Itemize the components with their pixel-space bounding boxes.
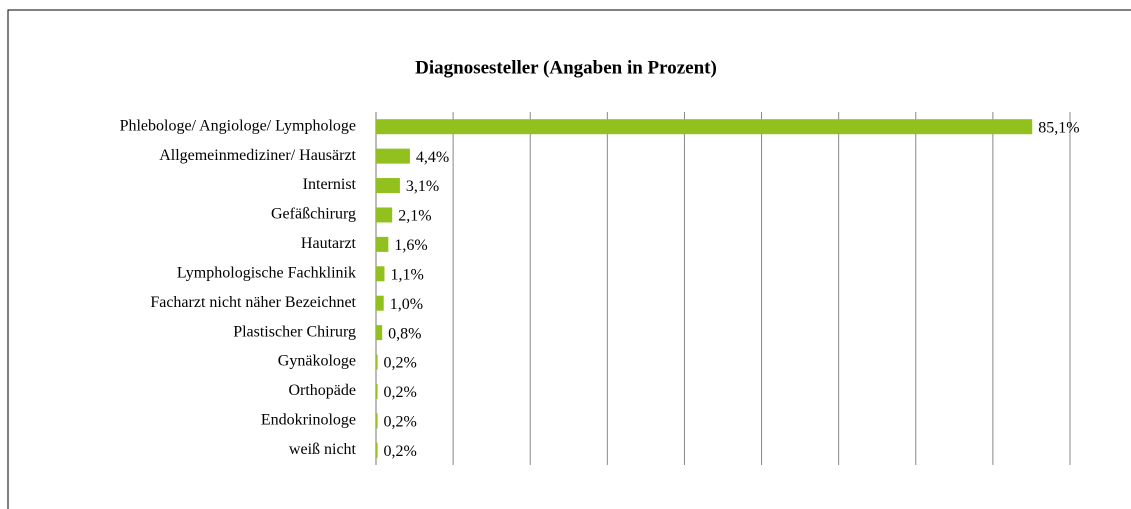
value-label: 0,2%: [384, 414, 417, 431]
bar: [376, 442, 378, 458]
value-label: 0,2%: [384, 384, 417, 401]
bar: [376, 354, 378, 370]
y-tick-label: Facharzt nicht näher Bezeichnet: [150, 294, 356, 311]
bar: [376, 266, 385, 282]
chart-title: Diagnosesteller (Angaben in Prozent): [415, 57, 717, 78]
value-label: 85,1%: [1038, 119, 1079, 136]
y-tick-label: weiß nicht: [289, 441, 357, 458]
y-tick-label: Gynäkologe: [278, 353, 356, 370]
value-label: 1,1%: [390, 266, 423, 283]
bar: [376, 413, 378, 429]
value-label: 0,2%: [384, 355, 417, 372]
y-tick-label: Lymphologische Fachklinik: [177, 264, 356, 281]
bar: [376, 148, 410, 164]
y-tick-label: Gefäßchirurg: [271, 206, 356, 223]
y-tick-label: Internist: [303, 176, 357, 193]
value-label: 2,1%: [398, 208, 431, 225]
y-tick-label: Hautarzt: [301, 235, 357, 252]
bar: [376, 325, 383, 341]
bar: [376, 383, 378, 399]
y-tick-label: Orthopäde: [288, 382, 356, 399]
bar: [376, 178, 400, 194]
bar: [376, 236, 389, 252]
value-label: 4,4%: [416, 149, 449, 166]
bar: [376, 119, 1033, 135]
bar: [376, 207, 393, 223]
bar: [376, 295, 384, 311]
value-label: 0,2%: [384, 443, 417, 460]
chart-frame: [7, 9, 1131, 509]
y-tick-label: Endokrinologe: [261, 412, 356, 429]
value-label: 1,0%: [390, 296, 423, 313]
y-tick-label: Plastischer Chirurg: [233, 323, 356, 340]
y-tick-label: Phlebologe/ Angiologe/ Lymphologe: [120, 117, 356, 134]
value-label: 3,1%: [406, 178, 439, 195]
value-label: 0,8%: [388, 325, 421, 342]
value-label: 1,6%: [394, 237, 427, 254]
y-tick-label: Allgemeinmediziner/ Hausärzt: [159, 147, 356, 164]
